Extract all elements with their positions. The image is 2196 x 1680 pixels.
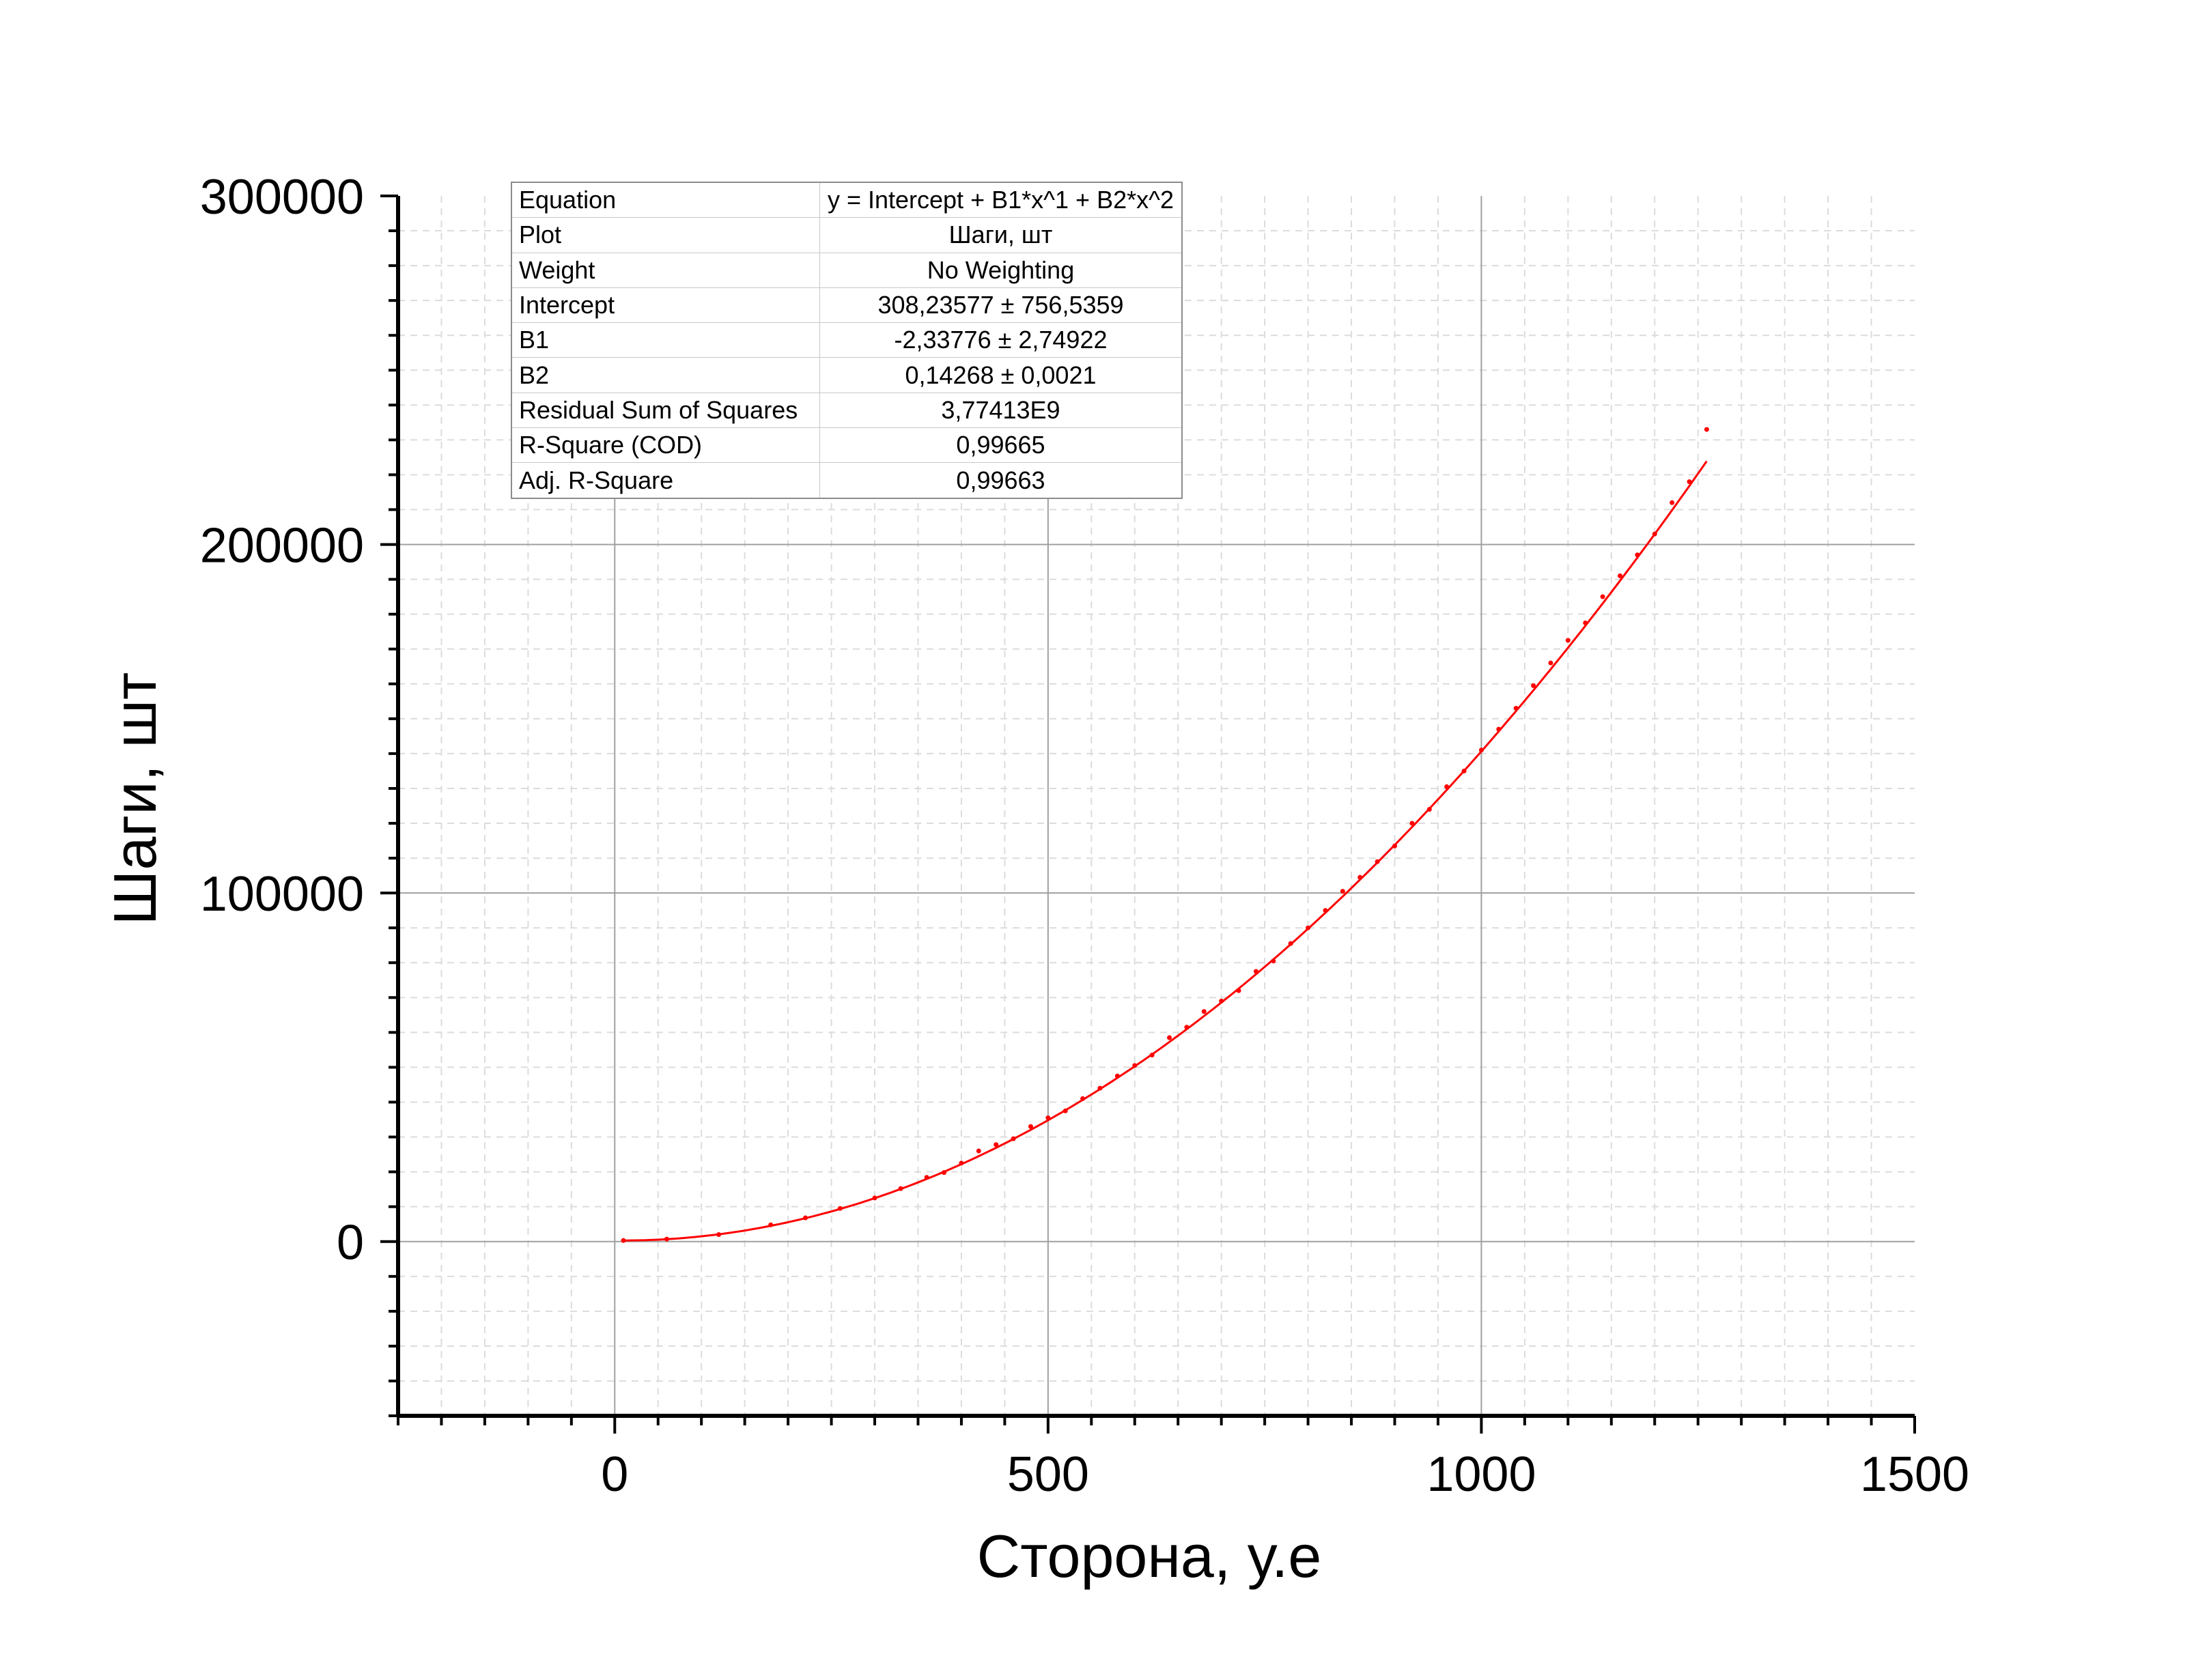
data-point bbox=[621, 1238, 626, 1243]
stats-key: B2 bbox=[511, 357, 820, 393]
x-axis-title: Сторона, у.е bbox=[977, 1522, 1322, 1590]
stats-row: R-Square (COD) 0,99665 bbox=[511, 427, 1182, 463]
data-point bbox=[1600, 594, 1605, 599]
stats-key: Residual Sum of Squares bbox=[511, 392, 820, 428]
data-point bbox=[1201, 1009, 1207, 1014]
stats-value: No Weighting bbox=[819, 252, 1182, 288]
data-point bbox=[994, 1142, 999, 1148]
x-tick-label: 1000 bbox=[1426, 1447, 1536, 1502]
y-axis-title: Шаги, шт bbox=[101, 672, 169, 926]
stats-row: Plot Шаги, шт bbox=[511, 217, 1182, 253]
data-point bbox=[1617, 573, 1622, 579]
y-tick-label: 100000 bbox=[200, 867, 364, 922]
stats-row: Intercept 308,23577 ± 756,5359 bbox=[511, 287, 1182, 323]
stats-value: 3,77413E9 bbox=[819, 392, 1182, 428]
x-tick-label: 500 bbox=[1007, 1447, 1089, 1502]
data-point bbox=[1028, 1124, 1033, 1129]
stats-key: Equation bbox=[511, 182, 820, 218]
stats-row: B2 0,14268 ± 0,0021 bbox=[511, 357, 1182, 393]
stats-value: 0,14268 ± 0,0021 bbox=[819, 357, 1182, 393]
y-tick-label: 300000 bbox=[200, 170, 364, 225]
stats-value: 0,99665 bbox=[819, 427, 1182, 463]
fit-statistics-table: Equation y = Intercept + B1*x^1 + B2*x^2 P… bbox=[511, 182, 1183, 499]
stats-row: Adj. R-Square 0,99663 bbox=[511, 462, 1182, 498]
stats-key: Adj. R-Square bbox=[511, 462, 820, 498]
stats-key: Intercept bbox=[511, 287, 820, 323]
y-tick-label: 0 bbox=[337, 1216, 364, 1270]
stats-value: y = Intercept + B1*x^1 + B2*x^2 bbox=[827, 186, 1174, 214]
fit-curve bbox=[623, 460, 1708, 1242]
stats-value: -2,33776 ± 2,74922 bbox=[819, 322, 1182, 358]
y-tick-labels: 0 100000 200000 300000 bbox=[200, 170, 364, 1270]
data-point bbox=[1565, 638, 1571, 643]
data-point bbox=[976, 1148, 981, 1154]
stats-row: Residual Sum of Squares 3,77413E9 bbox=[511, 392, 1182, 428]
stats-key: Plot bbox=[511, 217, 820, 253]
data-point bbox=[1670, 500, 1675, 505]
data-point bbox=[1704, 427, 1709, 432]
stats-row: Weight No Weighting bbox=[511, 252, 1182, 288]
x-tick-label: 0 bbox=[601, 1447, 628, 1502]
data-point bbox=[1548, 660, 1553, 666]
stats-value: 308,23577 ± 756,5359 bbox=[819, 287, 1182, 323]
stats-value: Шаги, шт bbox=[819, 217, 1182, 253]
stats-value: 0,99663 bbox=[819, 462, 1182, 498]
x-tick-label: 1500 bbox=[1860, 1447, 1969, 1502]
stats-row: B1 -2,33776 ± 2,74922 bbox=[511, 322, 1182, 358]
data-point bbox=[1531, 683, 1536, 688]
data-point bbox=[1167, 1035, 1172, 1040]
axes bbox=[380, 195, 1916, 1434]
data-point bbox=[1340, 889, 1345, 894]
x-tick-labels: 0 500 1000 1500 bbox=[601, 1447, 1969, 1502]
stats-key: R-Square (COD) bbox=[511, 427, 820, 463]
stats-key: B1 bbox=[511, 322, 820, 358]
y-tick-label: 200000 bbox=[200, 519, 364, 573]
stats-row: Equation y = Intercept + B1*x^1 + B2*x^2 bbox=[511, 182, 1182, 218]
stats-key: Weight bbox=[511, 252, 820, 288]
